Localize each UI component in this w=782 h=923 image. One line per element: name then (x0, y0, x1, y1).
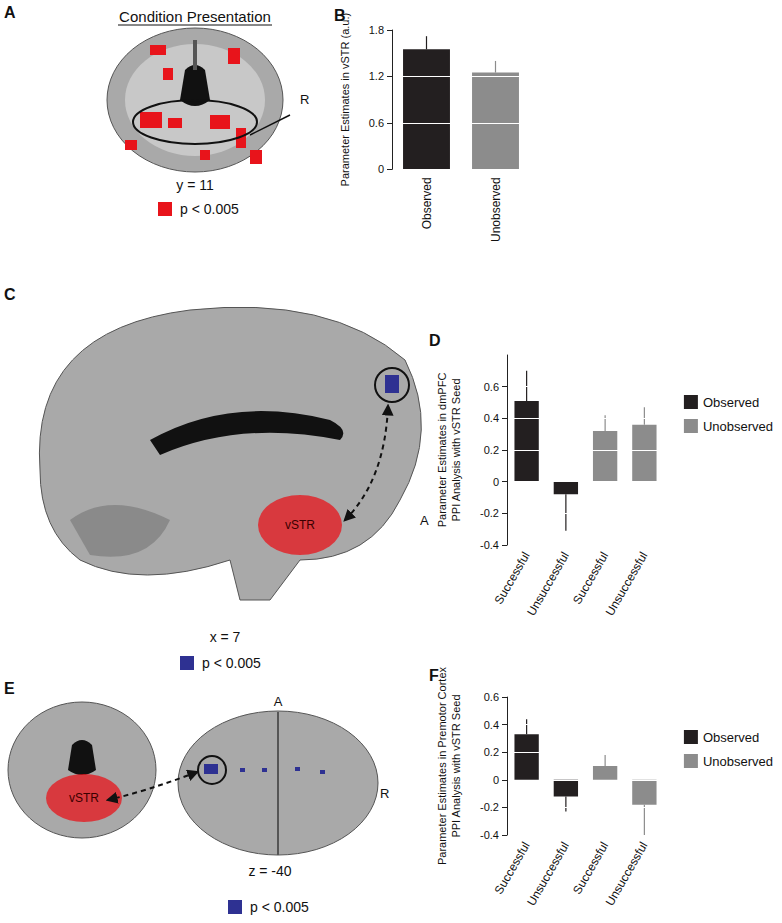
svg-text:Unsuccessful: Unsuccessful (524, 549, 572, 618)
svg-text:p < 0.005: p < 0.005 (202, 655, 261, 671)
svg-text:Successful: Successful (570, 839, 611, 896)
svg-text:-0.2: -0.2 (480, 801, 499, 813)
svg-text:Observed: Observed (703, 395, 759, 410)
svg-text:F: F (429, 666, 439, 684)
svg-text:0.6: 0.6 (369, 117, 384, 129)
svg-text:Successful: Successful (492, 839, 533, 896)
svg-text:A: A (420, 513, 429, 528)
svg-text:0.6: 0.6 (484, 381, 499, 393)
svg-text:1.8: 1.8 (369, 24, 384, 36)
svg-text:z = -40: z = -40 (248, 863, 291, 879)
svg-text:Observed: Observed (420, 177, 434, 229)
svg-text:0.2: 0.2 (484, 746, 499, 758)
svg-text:Successful: Successful (492, 549, 533, 606)
svg-text:0.4: 0.4 (484, 412, 499, 424)
svg-text:E: E (4, 680, 15, 697)
svg-text:Successful: Successful (570, 549, 611, 606)
svg-text:PPI Analysis with vSTR Seed: PPI Analysis with vSTR Seed (450, 378, 462, 521)
svg-text:Unobserved: Unobserved (489, 177, 503, 242)
svg-text:A: A (274, 694, 283, 709)
svg-text:-0.4: -0.4 (480, 539, 499, 551)
svg-text:Parameter Estimates in vSTR (a: Parameter Estimates in vSTR (a.u.) (339, 13, 351, 187)
svg-text:y = 11: y = 11 (176, 177, 214, 193)
svg-text:PPI Analysis with vSTR Seed: PPI Analysis with vSTR Seed (450, 695, 462, 838)
svg-text:0: 0 (378, 163, 384, 175)
svg-text:0.2: 0.2 (484, 444, 499, 456)
svg-text:D: D (429, 332, 441, 349)
svg-text:Parameter Estimates in Premoto: Parameter Estimates in Premotor Cortex (436, 667, 448, 866)
svg-text:Unsuccessful: Unsuccessful (524, 839, 572, 908)
svg-text:0.6: 0.6 (484, 691, 499, 703)
svg-text:x = 7: x = 7 (210, 629, 241, 645)
svg-text:Unsuccessful: Unsuccessful (603, 549, 651, 618)
svg-text:p < 0.005: p < 0.005 (250, 899, 309, 915)
svg-text:Parameter Estimates in dmPFC: Parameter Estimates in dmPFC (436, 373, 448, 528)
svg-text:Observed: Observed (703, 730, 759, 745)
svg-text:Unobserved: Unobserved (703, 419, 773, 434)
svg-text:Unsuccessful: Unsuccessful (603, 839, 651, 908)
svg-text:0.4: 0.4 (484, 719, 499, 731)
svg-text:-0.2: -0.2 (480, 507, 499, 519)
svg-text:A: A (4, 4, 16, 21)
svg-text:C: C (4, 286, 16, 303)
svg-text:0: 0 (493, 476, 499, 488)
svg-text:p < 0.005: p < 0.005 (180, 201, 239, 217)
svg-text:Unobserved: Unobserved (703, 754, 773, 769)
svg-text:-0.4: -0.4 (480, 829, 499, 841)
svg-text:R: R (300, 92, 309, 107)
svg-text:R: R (380, 786, 389, 801)
svg-text:1.2: 1.2 (369, 70, 384, 82)
svg-text:Condition Presentation: Condition Presentation (119, 8, 271, 25)
svg-text:vSTR: vSTR (285, 518, 315, 532)
svg-text:vSTR: vSTR (69, 791, 99, 805)
svg-text:0: 0 (493, 774, 499, 786)
